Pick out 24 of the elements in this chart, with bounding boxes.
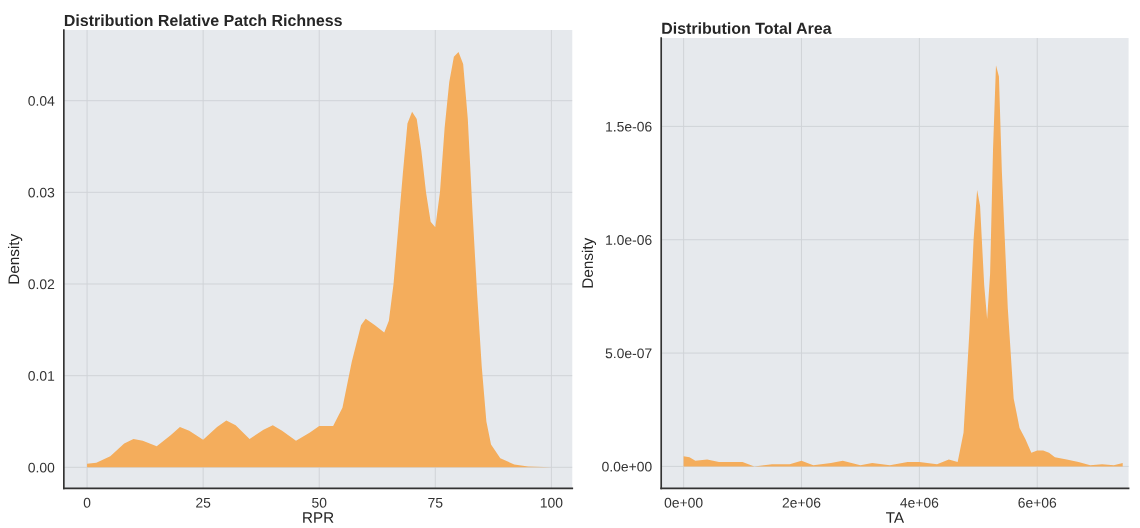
x-axis-title: TA [886,512,905,523]
x-tick-label: 4e+06 [900,497,939,508]
y-tick-label: 1.0e-06 [606,235,652,245]
x-tick-label: 0e+00 [664,497,703,508]
x-tick-label: 25 [196,497,211,508]
y-tick-label: 5.0e-07 [605,348,652,359]
y-axis-title: Density [581,237,597,288]
y-tick-label: 0.04 [28,96,55,106]
y-tick-label: 0.00 [28,462,55,473]
x-tick-label: 50 [312,497,327,508]
y-tick-label: 1.5e-06 [606,121,652,132]
y-tick-label: 0.0e+00 [602,461,652,472]
x-tick-label: 75 [428,497,443,508]
y-axis-title: Density [7,233,23,284]
chart-title: Distribution Total Area [662,22,832,35]
x-tick-label: 6e+06 [1018,497,1057,508]
x-tick-label: 100 [540,497,563,508]
chart-title: Distribution Relative Patch Richness [64,14,342,27]
y-tick-label: 0.03 [28,187,55,198]
x-tick-label: 0 [83,497,91,508]
x-tick-label: 2e+06 [782,497,821,508]
x-axis-title: RPR [303,512,334,523]
y-tick-label: 0.02 [28,279,55,290]
y-tick-label: 0.01 [28,370,55,381]
